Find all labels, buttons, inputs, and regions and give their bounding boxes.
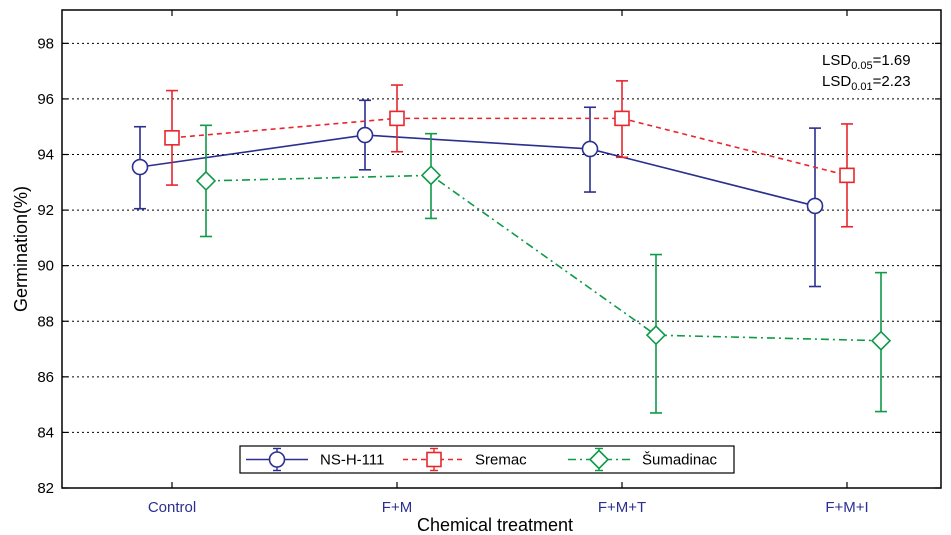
data-point	[870, 330, 892, 351]
x-tick-label: Control	[148, 499, 196, 516]
y-tick-label: 94	[37, 147, 54, 164]
lsd-annotation: LSD0.05=1.69 LSD0.01=2.23	[822, 52, 911, 93]
y-tick-label: 82	[37, 480, 54, 497]
series-2	[195, 124, 892, 414]
lsd-005-label: LSD0.05=1.69	[822, 52, 911, 72]
y-tick-label: 88	[37, 313, 54, 330]
data-point	[645, 325, 667, 346]
y-axis-title: Germination(%)	[11, 186, 31, 312]
legend-label: NS-H-111	[320, 452, 384, 469]
data-point	[614, 110, 630, 127]
x-axis-title: Chemical treatment	[417, 515, 573, 535]
data-point	[581, 140, 599, 158]
series-0	[131, 99, 824, 288]
series-layer	[131, 80, 892, 414]
legend-label: Sremac	[475, 452, 527, 469]
series-line	[139, 134, 816, 207]
plot-frame	[61, 9, 942, 489]
data-point	[164, 130, 180, 146]
series-line	[171, 117, 848, 177]
series-line	[205, 174, 882, 342]
data-point	[806, 197, 824, 215]
legend-entry-0: NS-H-111	[246, 447, 384, 472]
grid-lines	[62, 42, 941, 433]
y-tick-label: 96	[37, 91, 54, 108]
legend: NS-H-111 Sremac Šumadinac	[239, 445, 735, 474]
legend-box	[239, 445, 735, 474]
lsd-001-label: LSD0.01=2.23	[822, 73, 911, 93]
x-tick-label: F+M	[382, 499, 412, 516]
y-tick-label: 84	[37, 424, 54, 441]
y-tick-label: 90	[37, 258, 54, 275]
data-point	[131, 158, 149, 176]
legend-marker	[268, 451, 286, 468]
data-point	[356, 126, 374, 144]
legend-marker	[588, 449, 610, 470]
data-point	[839, 167, 855, 184]
x-tick-label: F+M+T	[598, 499, 646, 516]
x-tick-label: F+M+I	[825, 499, 868, 516]
legend-entry-1: Sremac	[403, 447, 527, 472]
series-1	[164, 80, 855, 228]
y-tick-label: 86	[37, 369, 54, 386]
y-axis-ticks: 82 84 86 88 90 92 94 96 98	[37, 35, 941, 497]
data-point	[420, 165, 442, 186]
legend-marker	[426, 451, 442, 468]
legend-label: Šumadinac	[642, 452, 718, 469]
y-tick-label: 98	[37, 35, 54, 52]
data-point	[195, 170, 217, 192]
legend-entry-2: Šumadinac	[568, 447, 718, 472]
data-point	[389, 110, 405, 127]
y-tick-label: 92	[37, 202, 54, 219]
x-axis-ticks: Control F+M F+M+T F+M+I	[148, 10, 869, 516]
